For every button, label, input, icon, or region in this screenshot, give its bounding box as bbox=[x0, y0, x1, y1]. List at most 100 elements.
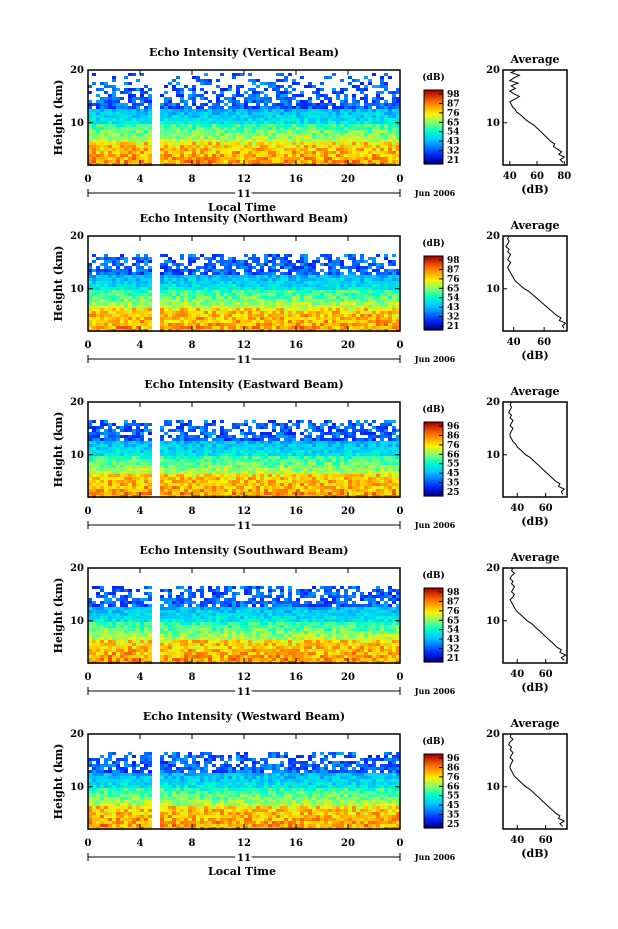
heatmap-cell bbox=[368, 293, 372, 296]
heatmap-cell bbox=[136, 290, 140, 293]
heatmap-cell bbox=[384, 127, 388, 130]
heatmap-cell bbox=[204, 136, 208, 139]
heatmap-cell bbox=[88, 438, 92, 441]
heatmap-cell bbox=[184, 124, 188, 127]
heatmap-cell bbox=[276, 269, 280, 272]
heatmap-cell bbox=[344, 438, 348, 441]
heatmap-cell bbox=[132, 462, 136, 465]
heatmap-cell bbox=[128, 293, 132, 296]
heatmap-cell bbox=[108, 272, 112, 275]
heatmap-cell bbox=[264, 118, 268, 121]
heatmap-cell bbox=[100, 420, 104, 423]
heatmap-cell bbox=[188, 305, 192, 308]
heatmap-cell bbox=[104, 317, 108, 320]
heatmap-cell bbox=[348, 305, 352, 308]
heatmap-cell bbox=[160, 326, 164, 329]
panel-title: Echo Intensity (Vertical Beam) bbox=[149, 46, 339, 59]
heatmap-cell bbox=[316, 429, 320, 432]
heatmap-cell bbox=[192, 299, 196, 302]
heatmap-cell bbox=[364, 157, 368, 160]
x-tick-label: 0 bbox=[397, 340, 404, 351]
heatmap-cell bbox=[304, 263, 308, 266]
heatmap-cell bbox=[180, 444, 184, 447]
heatmap-cell bbox=[256, 257, 260, 260]
heatmap-cell bbox=[216, 456, 220, 459]
heatmap-cell bbox=[180, 429, 184, 432]
heatmap-cell bbox=[292, 79, 296, 82]
heatmap-cell bbox=[268, 302, 272, 305]
heatmap-cell bbox=[336, 275, 340, 278]
heatmap-cell bbox=[368, 109, 372, 112]
heatmap-cell bbox=[108, 293, 112, 296]
heatmap-cell bbox=[204, 281, 208, 284]
colorbar-swatch bbox=[424, 91, 443, 95]
heatmap-cell bbox=[264, 121, 268, 124]
heatmap-cell bbox=[136, 145, 140, 148]
heatmap-cell bbox=[352, 281, 356, 284]
heatmap-cell bbox=[332, 118, 336, 121]
heatmap-cell bbox=[196, 317, 200, 320]
heatmap-cell bbox=[220, 154, 224, 157]
heatmap-cell bbox=[356, 284, 360, 287]
heatmap-cell bbox=[320, 444, 324, 447]
heatmap-cell bbox=[268, 121, 272, 124]
heatmap-cell bbox=[288, 462, 292, 465]
heatmap-cell bbox=[304, 317, 308, 320]
heatmap-cell bbox=[316, 127, 320, 130]
heatmap-cell bbox=[124, 133, 128, 136]
heatmap-cell bbox=[108, 133, 112, 136]
heatmap-cell bbox=[308, 420, 312, 423]
heatmap-cell bbox=[248, 142, 252, 145]
heatmap-cell bbox=[148, 308, 152, 311]
heatmap-cell bbox=[100, 299, 104, 302]
heatmap-cell bbox=[216, 326, 220, 329]
heatmap-cell bbox=[120, 154, 124, 157]
heatmap-cell bbox=[176, 275, 180, 278]
heatmap-cell bbox=[180, 308, 184, 311]
heatmap-cell bbox=[280, 127, 284, 130]
heatmap-cell bbox=[164, 157, 168, 160]
heatmap-cell bbox=[192, 124, 196, 127]
heatmap-cell bbox=[284, 293, 288, 296]
heatmap-cell bbox=[352, 100, 356, 103]
heatmap-cell bbox=[112, 305, 116, 308]
heatmap-cell bbox=[220, 100, 224, 103]
heatmap-cell bbox=[216, 79, 220, 82]
heatmap-cell bbox=[112, 278, 116, 281]
heatmap-cell bbox=[200, 106, 204, 109]
heatmap-cell bbox=[128, 139, 132, 142]
heatmap-cell bbox=[332, 465, 336, 468]
heatmap-cell bbox=[272, 266, 276, 269]
heatmap-cell bbox=[264, 459, 268, 462]
heatmap-cell bbox=[320, 456, 324, 459]
heatmap-cell bbox=[240, 290, 244, 293]
heatmap-cell bbox=[320, 302, 324, 305]
heatmap-cell bbox=[180, 435, 184, 438]
heatmap-cell bbox=[268, 139, 272, 142]
heatmap-cell bbox=[136, 429, 140, 432]
heatmap-cell bbox=[336, 444, 340, 447]
heatmap-cell bbox=[300, 302, 304, 305]
heatmap-cell bbox=[140, 148, 144, 151]
heatmap-cell bbox=[112, 311, 116, 314]
heatmap-cell bbox=[100, 103, 104, 106]
heatmap-cell bbox=[328, 109, 332, 112]
heatmap-cell bbox=[308, 142, 312, 145]
heatmap-cell bbox=[100, 281, 104, 284]
heatmap-cell bbox=[208, 459, 212, 462]
heatmap-cell bbox=[260, 311, 264, 314]
heatmap-cell bbox=[360, 91, 364, 94]
heatmap-cell bbox=[300, 103, 304, 106]
heatmap-cell bbox=[228, 97, 232, 100]
heatmap-cell bbox=[196, 269, 200, 272]
heatmap-cell bbox=[312, 130, 316, 133]
heatmap-cell bbox=[336, 118, 340, 121]
heatmap-cell bbox=[384, 432, 388, 435]
heatmap-cell bbox=[344, 157, 348, 160]
heatmap-cell bbox=[96, 160, 100, 163]
heatmap-cell bbox=[200, 314, 204, 317]
heatmap-cell bbox=[264, 314, 268, 317]
heatmap-cell bbox=[388, 296, 392, 299]
heatmap-cell bbox=[116, 88, 120, 91]
heatmap-cell bbox=[252, 148, 256, 151]
